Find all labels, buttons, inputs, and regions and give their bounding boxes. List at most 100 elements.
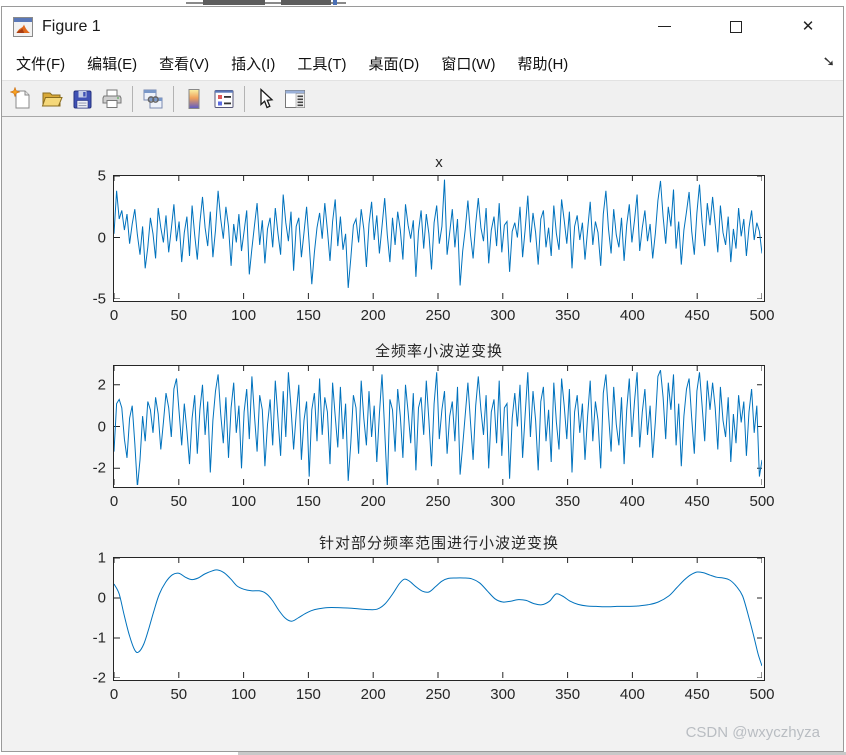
y-tick-label: 1 — [97, 549, 106, 567]
x-tick-label: 350 — [555, 493, 581, 510]
close-icon: ✕ — [801, 18, 815, 35]
x-tick-label: 200 — [360, 493, 386, 510]
menu-file[interactable]: 文件(F) — [16, 55, 66, 73]
insert-colorbar-button[interactable] — [179, 85, 209, 113]
subplot-1-ytick-labels: 5 0 -5 — [73, 168, 113, 308]
y-tick-label: -2 — [92, 459, 106, 477]
subplot-3-axes — [113, 557, 765, 681]
menu-help[interactable]: 帮助(H) — [517, 55, 569, 73]
open-file-button[interactable] — [37, 85, 67, 113]
x-tick-label: 0 — [109, 686, 119, 703]
titlebar: Figure 1 ✕ — [2, 7, 843, 46]
link-plot-icon — [143, 89, 163, 108]
x-tick-label: 150 — [295, 493, 321, 510]
subplot-2-xtick-labels: 0 50 100 150 200 250 300 350 400 450 500 — [109, 488, 775, 510]
subplot-2-title: 全频率小波逆变换 — [374, 344, 503, 360]
csdn-watermark: CSDN @wxyczhyza — [685, 724, 820, 741]
x-tick-label: 250 — [425, 493, 451, 510]
window-shadow — [238, 752, 846, 755]
minimize-button[interactable] — [641, 7, 687, 46]
window-title: Figure 1 — [42, 17, 101, 35]
x-tick-label: 500 — [749, 307, 775, 324]
insert-legend-icon — [214, 89, 234, 108]
close-button[interactable]: ✕ — [785, 7, 831, 46]
y-tick-label: 0 — [97, 418, 106, 436]
y-tick-label: 0 — [97, 229, 106, 246]
x-tick-label: 50 — [170, 686, 188, 703]
new-figure-icon — [10, 86, 30, 108]
print-figure-icon — [102, 89, 122, 108]
x-tick-label: 100 — [231, 493, 257, 510]
x-tick-label: 300 — [490, 686, 516, 703]
background-window-fragment — [281, 0, 331, 5]
subplot-1-axes — [113, 175, 765, 302]
x-tick-label: 450 — [684, 307, 710, 324]
save-figure-button[interactable] — [67, 85, 97, 113]
menu-edit[interactable]: 编辑(E) — [87, 55, 138, 73]
insert-legend-button[interactable] — [209, 85, 239, 113]
subplot-2: 全频率小波逆变换 2 0 -2 0 50 100 150 200 250 300 350 400 45… — [93, 344, 775, 510]
maximize-icon — [730, 20, 742, 33]
toolbar-separator — [132, 85, 133, 112]
x-tick-label: 300 — [490, 307, 516, 324]
x-tick-label: 100 — [231, 307, 257, 324]
menu-tools[interactable]: 工具(T) — [297, 55, 347, 73]
toolbar — [2, 80, 843, 117]
menu-overflow-arrow-icon[interactable]: ➘ — [822, 53, 836, 69]
link-plot-button[interactable] — [138, 85, 168, 113]
x-tick-label: 0 — [109, 307, 119, 324]
x-tick-label: 250 — [425, 686, 451, 703]
y-tick-label: -5 — [92, 290, 106, 308]
background-window-fragment — [203, 0, 265, 5]
x-tick-label: 350 — [555, 307, 581, 324]
edit-plot-button[interactable] — [250, 85, 280, 113]
menubar: 文件(F) 编辑(E) 查看(V) 插入(I) 工具(T) 桌面(D) 窗口(W… — [2, 46, 843, 80]
x-tick-label: 100 — [231, 686, 257, 703]
x-tick-label: 450 — [684, 493, 710, 510]
toolbar-separator — [173, 85, 174, 112]
x-tick-label: 350 — [555, 686, 581, 703]
x-tick-label: 0 — [109, 493, 119, 510]
x-tick-label: 400 — [619, 493, 645, 510]
subplot-1-title: x — [435, 154, 443, 171]
data-line — [114, 370, 762, 485]
x-tick-label: 400 — [619, 307, 645, 324]
x-tick-label: 200 — [360, 307, 386, 324]
x-tick-label: 250 — [425, 307, 451, 324]
y-tick-label: 5 — [97, 167, 106, 185]
x-tick-label: 450 — [684, 686, 710, 703]
edit-plot-icon — [260, 87, 274, 108]
menu-insert[interactable]: 插入(I) — [231, 55, 276, 73]
property-inspector-icon — [285, 89, 305, 108]
subplot-1-xtick-labels: 0 50 100 150 200 250 300 350 400 450 500 — [109, 302, 775, 324]
x-tick-label: 300 — [490, 493, 516, 510]
x-tick-label: 200 — [360, 686, 386, 703]
x-tick-label: 150 — [295, 686, 321, 703]
print-figure-button[interactable] — [97, 85, 127, 113]
menu-desktop[interactable]: 桌面(D) — [368, 55, 420, 73]
subplot-3-ytick-labels: 1 0 -1 -2 — [73, 550, 113, 687]
property-inspector-button[interactable] — [280, 85, 310, 113]
subplot-1: x 5 0 -5 0 50 100 150 200 250 300 350 400 450 500 — [93, 154, 775, 324]
y-tick-label: -1 — [92, 629, 106, 647]
subplot-2-ytick-labels: 2 0 -2 — [73, 365, 113, 488]
data-line — [114, 179, 762, 288]
window-controls: ✕ — [615, 7, 843, 46]
subplot-3-xtick-labels: 0 50 100 150 200 250 300 350 400 450 500 — [109, 681, 775, 703]
y-tick-label: -2 — [92, 669, 106, 687]
maximize-button[interactable] — [713, 7, 759, 46]
menu-window[interactable]: 窗口(W) — [441, 55, 496, 73]
toolbar-separator — [244, 85, 245, 112]
x-tick-label: 150 — [295, 307, 321, 324]
menu-view[interactable]: 查看(V) — [159, 55, 210, 73]
x-tick-label: 500 — [749, 493, 775, 510]
y-tick-label: 0 — [97, 589, 106, 607]
matlab-logo-icon — [13, 16, 33, 37]
subplot-2-axes — [113, 365, 765, 488]
data-line — [114, 569, 762, 667]
insert-colorbar-icon — [188, 88, 200, 109]
new-figure-button[interactable] — [7, 85, 37, 113]
x-tick-label: 50 — [170, 307, 188, 324]
save-figure-icon — [73, 90, 92, 108]
